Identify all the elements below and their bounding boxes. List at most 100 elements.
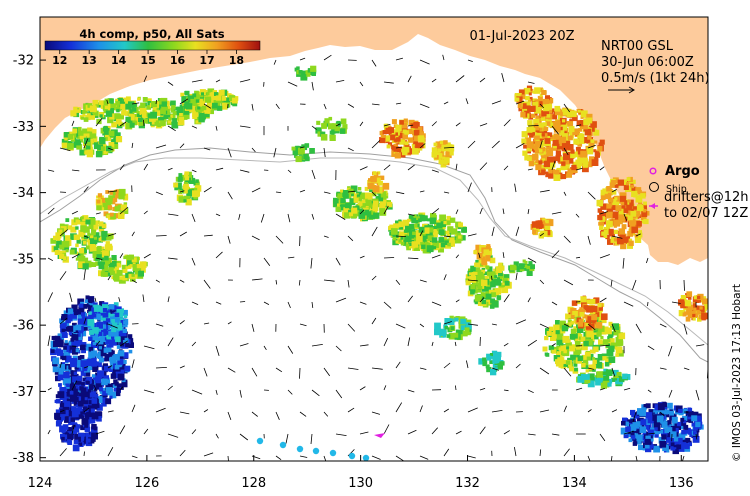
sst-pixel <box>639 409 646 417</box>
sst-pixel <box>589 142 595 148</box>
current-vector <box>611 455 613 461</box>
sst-pixel <box>169 114 173 118</box>
sst-pixel <box>701 312 708 320</box>
sst-pixel <box>670 431 677 438</box>
sst-pixel <box>195 181 200 186</box>
sst-pixel <box>537 95 543 101</box>
sst-pixel <box>372 185 380 193</box>
sst-pixel <box>89 330 94 335</box>
current-vector <box>59 409 65 413</box>
sst-pixel <box>403 229 408 233</box>
sst-pixel <box>92 341 96 346</box>
sst-pixel <box>630 418 635 424</box>
current-vector <box>465 98 469 105</box>
sst-pixel <box>128 334 133 339</box>
sst-pixel <box>380 134 386 141</box>
sst-pixel <box>688 296 692 300</box>
sst-pixel <box>218 89 225 96</box>
current-vector <box>503 430 510 435</box>
y-tick-label: -35 <box>13 252 34 267</box>
sst-pixel <box>178 116 184 123</box>
current-vector <box>131 231 135 237</box>
current-vector <box>335 297 347 303</box>
sst-pixel <box>337 193 343 199</box>
sst-pixel <box>413 135 420 142</box>
sst-pixel <box>617 179 624 186</box>
current-vector <box>179 190 185 193</box>
sst-pixel <box>55 243 60 248</box>
sst-pixel <box>615 201 620 206</box>
sst-pixel <box>641 203 647 210</box>
sst-pixel <box>656 415 664 423</box>
sst-pixel <box>561 124 568 131</box>
sst-pixel <box>58 411 64 417</box>
sst-pixel <box>522 103 529 109</box>
sst-pixel <box>687 410 694 417</box>
current-vector <box>191 125 198 129</box>
sst-pixel <box>631 186 637 192</box>
current-vector <box>707 324 708 325</box>
sst-pixel <box>561 133 568 140</box>
sst-pixel <box>380 137 386 143</box>
current-vector <box>203 279 211 289</box>
current-vector <box>143 253 151 259</box>
current-vector <box>407 295 414 303</box>
current-vector <box>323 147 326 158</box>
sst-pixel <box>99 301 105 307</box>
sst-pixel <box>393 223 399 229</box>
current-vector <box>707 280 708 281</box>
sst-pixel <box>117 311 124 318</box>
current-vector <box>467 182 472 193</box>
sst-pixel <box>435 141 442 148</box>
sst-pixel <box>102 271 108 277</box>
sst-pixel <box>559 142 564 147</box>
sst-pixel <box>580 125 584 130</box>
sst-pixel <box>448 240 455 247</box>
sst-pixel <box>590 305 598 313</box>
sst-pixel <box>176 106 184 113</box>
sst-pixel <box>538 127 543 131</box>
sst-pixel <box>582 359 589 366</box>
current-vector <box>287 256 295 259</box>
current-vector <box>395 455 404 461</box>
sst-pixel <box>396 139 402 145</box>
sst-pixel <box>401 123 408 129</box>
sst-pixel <box>328 123 335 130</box>
sst-pixel <box>434 328 441 336</box>
sst-pixel <box>561 143 569 150</box>
colorbar-tick-label: 15 <box>140 54 155 67</box>
sst-pixel <box>567 322 572 327</box>
y-tick-label: -37 <box>13 385 34 400</box>
sst-pixel <box>407 218 411 222</box>
current-vector <box>527 168 533 171</box>
sst-pixel <box>120 101 125 106</box>
current-vector <box>611 323 616 333</box>
sst-pixel <box>67 427 72 432</box>
current-vector <box>260 213 265 223</box>
sst-pixel <box>518 107 522 112</box>
sst-pixel <box>108 195 115 202</box>
sst-pixel <box>85 105 92 111</box>
sst-pixel <box>534 106 541 114</box>
current-vector <box>419 367 427 370</box>
sst-pixel <box>683 306 688 311</box>
sst-pixel <box>556 143 563 150</box>
sst-pixel <box>72 128 78 134</box>
current-vector <box>563 147 569 156</box>
sst-pixel <box>95 396 103 404</box>
sst-pixel <box>585 369 589 373</box>
current-vector <box>527 209 530 215</box>
sst-pixel <box>638 230 642 234</box>
sst-pixel <box>678 299 685 306</box>
sst-pixel <box>138 117 143 122</box>
sst-pixel <box>609 338 615 344</box>
sst-pixel <box>614 184 619 188</box>
sst-pixel <box>163 112 171 120</box>
sst-pixel <box>91 432 98 440</box>
sst-pixel <box>96 404 103 411</box>
sst-pixel <box>532 153 539 160</box>
sst-pixel <box>422 233 428 239</box>
sst-pixel <box>83 326 88 331</box>
sst-pixel <box>147 98 152 103</box>
current-vector <box>131 455 138 459</box>
